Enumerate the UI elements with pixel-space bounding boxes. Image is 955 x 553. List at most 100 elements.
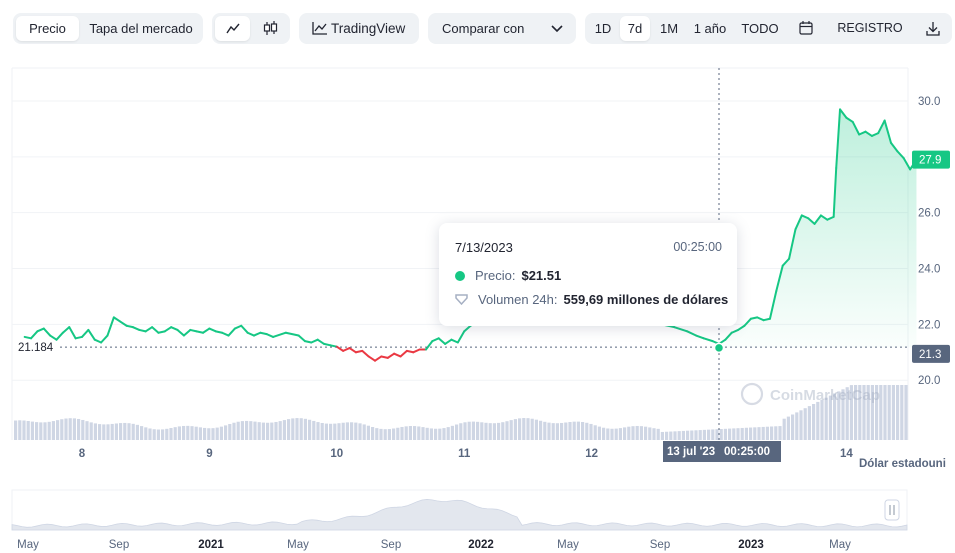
volume-bar <box>198 427 202 440</box>
last-price-label: 27.9 <box>919 155 941 167</box>
log-scale-button[interactable]: REGISTRO <box>837 21 903 35</box>
range-selector: 1D 7d 1M 1 año TODO REGISTRO <box>585 13 952 44</box>
volume-bar <box>291 418 295 440</box>
price-segment <box>826 215 835 221</box>
volume-bar <box>299 418 303 440</box>
volume-bar <box>740 427 744 440</box>
price-segment <box>49 334 58 341</box>
crosshair-time-label: 00:25:00 <box>724 446 770 458</box>
volume-bar <box>93 423 97 440</box>
tooltip-volume-row: Volumen 24h: 559,69 millones de dólares <box>455 292 728 307</box>
price-segment <box>214 330 224 334</box>
range-1m[interactable]: 1M <box>659 21 679 36</box>
navigator-tick-label: 2022 <box>468 539 494 551</box>
volume-bar <box>883 385 887 440</box>
volume-bar <box>467 421 471 440</box>
volume-bar <box>841 389 845 440</box>
volume-bar <box>560 422 564 440</box>
volume-bar <box>623 427 627 440</box>
candlestick-button[interactable] <box>253 16 287 41</box>
price-segment <box>724 331 733 341</box>
volume-bar <box>22 420 26 440</box>
volume-bar <box>43 422 47 440</box>
coinmarketcap-logo-icon <box>740 382 764 406</box>
price-segment <box>896 150 905 160</box>
volume-bar <box>585 422 589 440</box>
compare-dropdown[interactable]: Comparar con <box>428 13 576 44</box>
price-segment <box>227 327 236 337</box>
volume-bar <box>455 424 459 440</box>
volume-bar <box>879 385 883 440</box>
volume-bar <box>610 428 614 440</box>
y-tick-label: 22.0 <box>918 319 940 331</box>
y-tick-label: 20.0 <box>918 375 940 387</box>
price-dot-icon <box>455 270 465 281</box>
volume-bar <box>303 418 307 440</box>
volume-bar <box>757 427 761 440</box>
volume-bar <box>732 428 736 440</box>
volume-bar <box>698 430 702 440</box>
volume-bar <box>156 429 160 440</box>
range-all[interactable]: TODO <box>741 21 779 36</box>
volume-bar <box>249 421 253 440</box>
volume-bar <box>215 427 219 440</box>
y-tick-label: 26.0 <box>918 208 940 220</box>
volume-bar <box>362 424 366 440</box>
tab-price[interactable]: Precio <box>16 16 79 41</box>
volume-bar <box>618 428 622 440</box>
price-segment <box>813 214 822 225</box>
price-segment <box>138 328 147 333</box>
volume-bar <box>345 422 349 440</box>
volume-bar <box>665 431 669 440</box>
volume-bar <box>312 420 316 440</box>
volume-bar <box>522 418 526 440</box>
volume-bar <box>72 418 76 440</box>
x-tick-label: 11 <box>458 448 471 460</box>
volume-bar <box>539 420 543 440</box>
volume-bar <box>144 427 148 440</box>
price-segment <box>151 326 160 334</box>
tab-market-cap[interactable]: Tapa del mercado <box>89 21 193 36</box>
range-1d[interactable]: 1D <box>594 21 612 36</box>
volume-bar <box>505 421 509 440</box>
volume-bar <box>274 421 278 440</box>
currency-label: Dólar estadouni <box>859 458 946 470</box>
reference-price-label: 21.184 <box>18 342 54 354</box>
price-segment <box>310 338 319 344</box>
volume-bar <box>900 385 904 440</box>
volume-bar <box>593 425 597 440</box>
calendar-button[interactable] <box>790 16 822 41</box>
price-segment <box>74 335 83 340</box>
price-segment <box>259 331 268 336</box>
volume-bar <box>278 421 282 440</box>
y-axis-ticks: 30.028.026.024.022.020.0 <box>918 96 940 387</box>
volume-bar <box>89 422 93 440</box>
volume-bar <box>652 428 656 440</box>
price-segment <box>702 337 714 343</box>
price-segment <box>762 317 771 322</box>
range-7d[interactable]: 7d <box>620 16 650 41</box>
tradingview-button[interactable]: TradingView <box>299 13 419 44</box>
volume-bar <box>408 426 412 440</box>
navigator-handle[interactable] <box>884 499 900 521</box>
volume-bar <box>219 426 223 440</box>
price-segment <box>889 141 899 153</box>
volume-bar <box>450 425 454 440</box>
price-segment <box>756 316 765 322</box>
range-1y[interactable]: 1 año <box>693 21 727 36</box>
price-segment <box>81 328 90 338</box>
price-segment <box>858 130 867 136</box>
price-segment <box>100 334 109 344</box>
volume-bar <box>371 427 375 440</box>
price-segment <box>176 328 185 337</box>
download-button[interactable] <box>918 16 948 41</box>
volume-bar <box>686 430 690 440</box>
volume-bar <box>81 419 85 440</box>
volume-bar <box>169 428 173 440</box>
price-segment <box>23 335 33 340</box>
price-segment <box>775 264 784 292</box>
navigator-tick-label: Sep <box>650 539 670 551</box>
volume-bar <box>245 420 249 440</box>
line-chart-button[interactable] <box>215 16 250 41</box>
